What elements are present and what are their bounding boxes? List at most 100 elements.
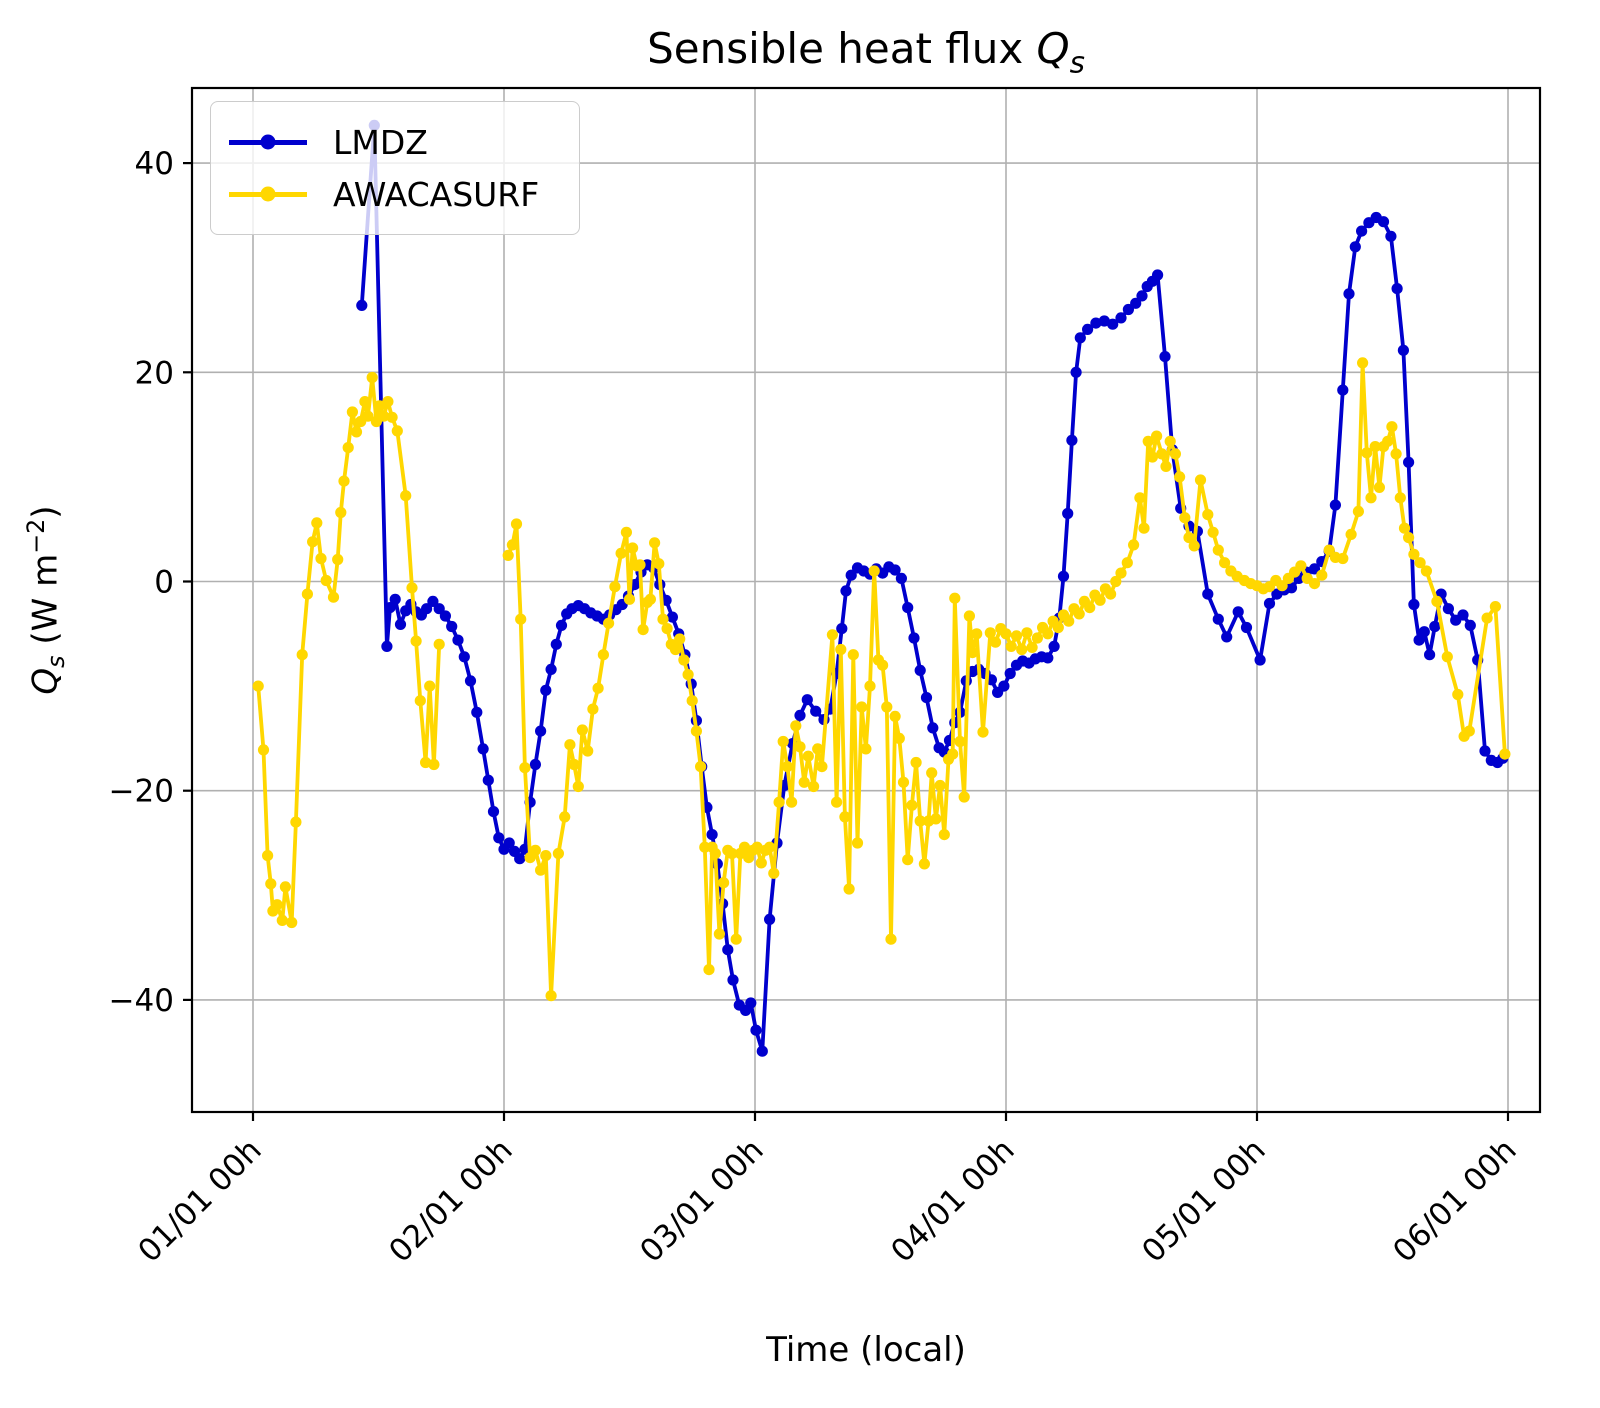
data-point-awacasurf: [726, 847, 738, 860]
awacasurf-line-sample-icon: [229, 186, 307, 202]
data-point-awacasurf: [649, 537, 661, 549]
data-point-lmdz: [535, 725, 547, 737]
data-point-lmdz: [493, 832, 505, 844]
data-point-lmdz: [427, 595, 439, 608]
data-point-awacasurf: [540, 850, 552, 862]
data-point-lmdz: [1004, 667, 1016, 680]
data-point-awacasurf: [1403, 532, 1415, 544]
data-point-awacasurf: [826, 629, 839, 641]
data-point-lmdz: [452, 634, 464, 646]
data-point-lmdz: [927, 722, 939, 734]
data-point-awacasurf: [860, 743, 872, 755]
data-point-lmdz: [1122, 303, 1134, 316]
data-point-awacasurf: [510, 518, 523, 530]
data-point-awacasurf: [400, 490, 412, 502]
data-point-awacasurf: [252, 680, 264, 692]
y-axis-label: Qs (W m−2): [22, 505, 70, 694]
y-axis-sub: s: [42, 655, 71, 668]
legend-item-lmdz: LMDZ: [211, 116, 579, 168]
data-point-awacasurf: [1156, 448, 1168, 460]
data-point-awacasurf: [1142, 435, 1154, 447]
data-point-awacasurf: [359, 396, 371, 408]
data-point-lmdz: [1343, 288, 1355, 300]
data-point-lmdz: [1457, 609, 1469, 621]
data-point-awacasurf: [623, 593, 636, 605]
data-point-awacasurf: [286, 916, 298, 929]
data-point-lmdz: [477, 743, 489, 755]
data-point-lmdz: [1066, 434, 1078, 446]
data-point-awacasurf: [597, 649, 610, 661]
data-point-awacasurf: [790, 720, 802, 732]
data-point-awacasurf: [657, 613, 669, 625]
data-point-awacasurf: [877, 659, 889, 671]
y-axis-unit-close: ): [25, 505, 66, 519]
data-point-awacasurf: [889, 710, 901, 723]
data-point-lmdz: [895, 572, 908, 585]
data-point-awacasurf: [1138, 522, 1150, 534]
data-point-lmdz: [1107, 318, 1119, 330]
data-point-awacasurf: [572, 780, 584, 793]
data-point-awacasurf: [831, 796, 843, 808]
data-point-awacasurf: [433, 638, 445, 650]
data-point-awacasurf: [1345, 528, 1357, 541]
data-point-awacasurf: [1382, 435, 1394, 447]
data-point-awacasurf: [366, 371, 378, 384]
data-point-awacasurf: [1021, 627, 1033, 639]
data-point-lmdz: [1308, 563, 1321, 575]
data-point-awacasurf: [989, 636, 1002, 648]
data-point-awacasurf: [1194, 474, 1207, 486]
data-point-awacasurf: [738, 841, 751, 853]
legend-label-awacasurf: AWACASURF: [333, 174, 540, 214]
data-point-awacasurf: [265, 878, 277, 890]
data-point-lmdz: [1130, 297, 1142, 309]
data-point-lmdz: [727, 974, 739, 986]
data-point-awacasurf: [1105, 588, 1117, 600]
data-point-awacasurf: [373, 400, 386, 412]
data-point-awacasurf: [1369, 441, 1381, 453]
data-point-awacasurf: [1361, 447, 1373, 459]
data-point-lmdz: [1377, 216, 1390, 228]
data-point-lmdz: [1202, 588, 1214, 600]
data-point-awacasurf: [954, 735, 966, 748]
data-point-awacasurf: [1323, 544, 1335, 556]
data-point-awacasurf: [949, 592, 961, 604]
data-point-awacasurf: [1094, 594, 1106, 606]
data-point-lmdz: [1349, 241, 1361, 253]
x-tick-label: 04/01 00h: [884, 1132, 1021, 1269]
data-point-lmdz: [555, 619, 568, 632]
data-point-awacasurf: [1188, 540, 1200, 552]
data-point-awacasurf: [703, 964, 715, 976]
data-point-lmdz: [836, 623, 848, 635]
data-point-awacasurf: [902, 854, 914, 866]
data-point-awacasurf: [315, 552, 327, 565]
data-point-awacasurf: [587, 703, 599, 715]
data-point-lmdz: [1070, 366, 1082, 378]
data-point-awacasurf: [279, 881, 291, 893]
data-point-awacasurf: [1042, 628, 1054, 640]
y-tick-label: 0: [154, 565, 174, 601]
data-point-awacasurf: [582, 745, 594, 757]
y-tick-label: −20: [109, 774, 174, 810]
data-point-awacasurf: [1212, 544, 1224, 556]
data-point-awacasurf: [1308, 578, 1321, 590]
data-point-lmdz: [1391, 283, 1403, 295]
data-point-lmdz: [750, 1024, 762, 1036]
data-point-awacasurf: [839, 811, 851, 823]
data-point-awacasurf: [1394, 492, 1406, 504]
data-point-awacasurf: [653, 558, 665, 570]
data-point-awacasurf: [307, 536, 319, 548]
data-point-awacasurf: [812, 743, 824, 755]
data-point-awacasurf: [1276, 580, 1288, 592]
data-point-awacasurf: [1295, 560, 1307, 572]
series-line-lmdz: [359, 123, 1505, 1054]
chart-title: Sensible heat flux Qs: [647, 24, 1085, 79]
data-point-lmdz: [1337, 384, 1349, 396]
data-point-awacasurf: [515, 613, 527, 625]
data-point-lmdz: [487, 806, 500, 818]
data-point-lmdz: [810, 705, 822, 717]
data-point-lmdz: [446, 620, 458, 633]
data-point-lmdz: [1418, 626, 1430, 638]
x-tick-label: 05/01 00h: [1135, 1132, 1272, 1269]
data-point-lmdz: [1221, 631, 1233, 643]
